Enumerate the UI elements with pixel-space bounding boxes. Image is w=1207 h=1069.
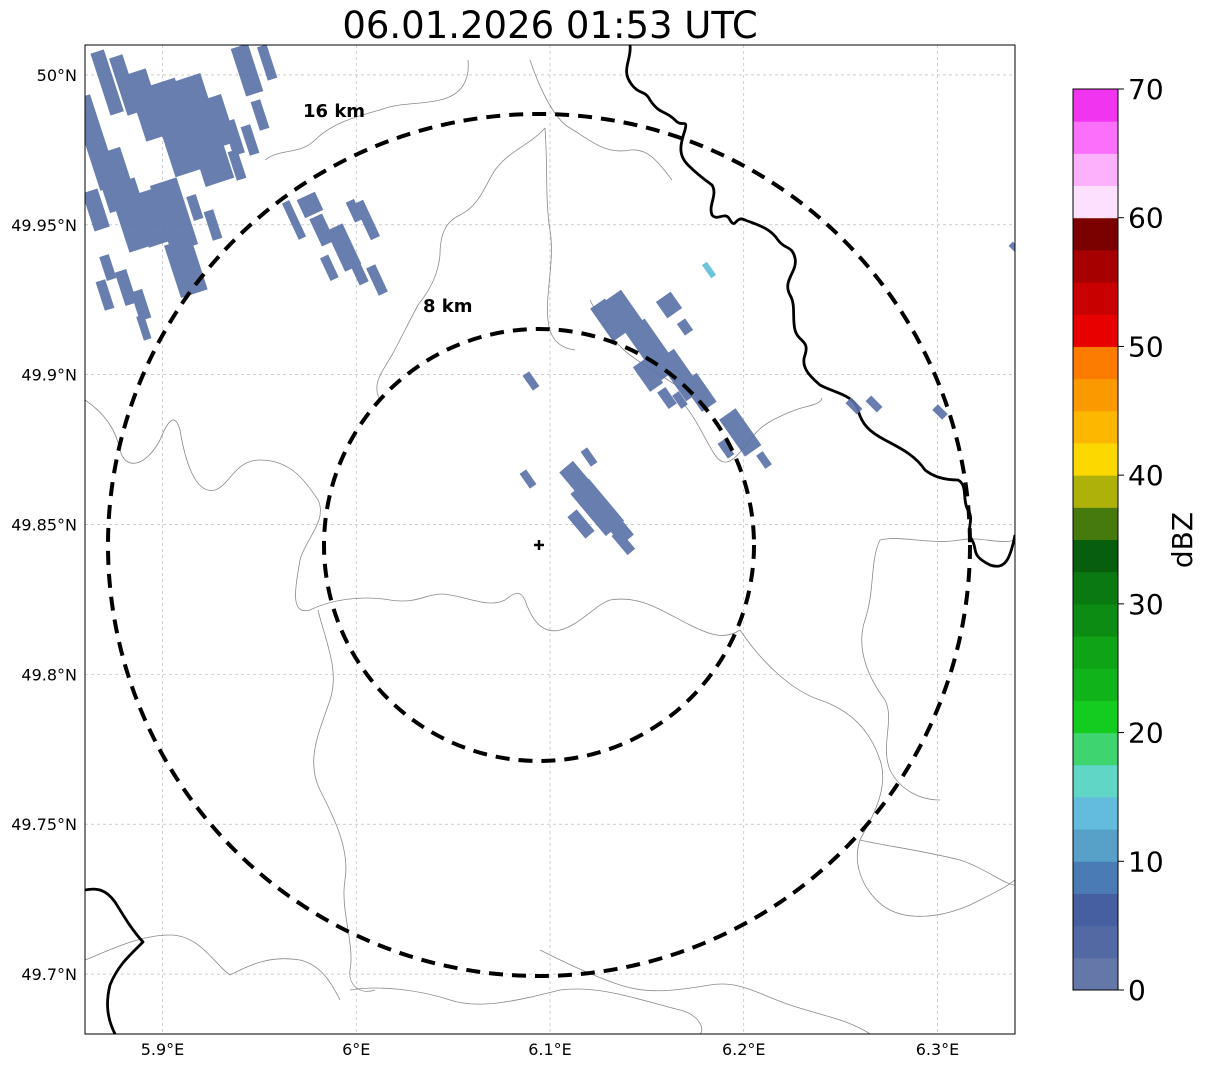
colorbar-segment (1073, 185, 1118, 219)
colorbar-segment (1073, 475, 1118, 508)
colorbar-segment (1073, 153, 1118, 187)
colorbar-segment (1073, 442, 1118, 476)
colorbar-label: dBZ (1166, 512, 1199, 568)
colorbar-tick-label: 60 (1128, 202, 1164, 235)
range-ring-16km-label: 16 km (303, 101, 365, 122)
colorbar-frame (1072, 88, 1119, 991)
colorbar-segment (1073, 603, 1118, 637)
colorbar-segment (1073, 700, 1118, 734)
lat-tick-label: 49.75°N (11, 815, 77, 834)
longitude-tick-labels: 5.9°E 6°E 6.1°E 6.2°E 6.3°E (141, 1040, 960, 1059)
lon-tick-label: 5.9°E (141, 1040, 185, 1059)
colorbar-segment (1073, 796, 1118, 830)
lon-tick-label: 6.3°E (916, 1040, 960, 1059)
regional-borders (85, 59, 1015, 1034)
range-ring-8km (322, 327, 756, 763)
range-ring-16km (106, 112, 972, 978)
colorbar-segment (1073, 957, 1118, 991)
colorbar-segment (1073, 121, 1118, 154)
gridlines (85, 45, 1015, 1034)
lat-tick-label: 49.7°N (21, 965, 77, 984)
plot-frame (84, 44, 1016, 1035)
colorbar-segment (1073, 764, 1118, 798)
colorbar-segment (1073, 346, 1118, 380)
lat-tick-label: 49.9°N (21, 366, 77, 385)
colorbar-tick-label: 40 (1128, 459, 1164, 492)
colorbar-segment (1073, 829, 1118, 862)
colorbar-tick-label: 10 (1128, 845, 1164, 878)
colorbar-tick-label: 30 (1128, 588, 1164, 621)
colorbar-tick-label: 20 (1128, 717, 1164, 750)
map-title: 06.01.2026 01:53 UTC (342, 4, 758, 47)
colorbar-segment (1073, 410, 1118, 444)
colorbar-segment (1073, 378, 1118, 412)
national-border (85, 45, 1015, 1034)
colorbar-segment (1073, 893, 1118, 927)
colorbar-segment (1073, 668, 1118, 701)
colorbar-tick-labels: 0 10 20 30 40 50 60 70 (1118, 73, 1164, 1007)
colorbar-segment (1073, 925, 1118, 959)
lon-tick-label: 6.2°E (722, 1040, 766, 1059)
colorbar-segment (1073, 507, 1118, 540)
lon-tick-label: 6.1°E (528, 1040, 572, 1059)
lat-tick-label: 50°N (37, 66, 77, 85)
radar-site-marker (534, 540, 544, 550)
lat-tick-label: 49.8°N (21, 665, 77, 684)
colorbar-segment (1073, 861, 1118, 894)
latitude-tick-labels: 50°N 49.95°N 49.9°N 49.85°N 49.8°N 49.75°N 49.… (11, 66, 77, 984)
colorbar-tick-label: 50 (1128, 330, 1164, 363)
colorbar-segment (1073, 282, 1118, 315)
range-ring-8km-label: 8 km (423, 296, 473, 317)
colorbar-segment (1073, 539, 1118, 573)
range-rings (106, 112, 972, 978)
lon-tick-label: 6°E (342, 1040, 370, 1059)
colorbar-tick-label: 70 (1128, 73, 1164, 106)
colorbar-segment (1073, 571, 1118, 605)
colorbar-segment (1073, 732, 1118, 766)
colorbar-segment (1073, 89, 1118, 122)
colorbar-tick-label: 0 (1128, 974, 1146, 1007)
lat-tick-label: 49.85°N (11, 516, 77, 535)
radar-echoes (85, 45, 1015, 556)
colorbar-segment (1073, 314, 1118, 347)
colorbar-segment (1073, 217, 1118, 251)
colorbar-segment (1073, 249, 1118, 283)
colorbar-segment (1073, 636, 1118, 669)
colorbar (1073, 89, 1118, 991)
lat-tick-label: 49.95°N (11, 216, 77, 235)
